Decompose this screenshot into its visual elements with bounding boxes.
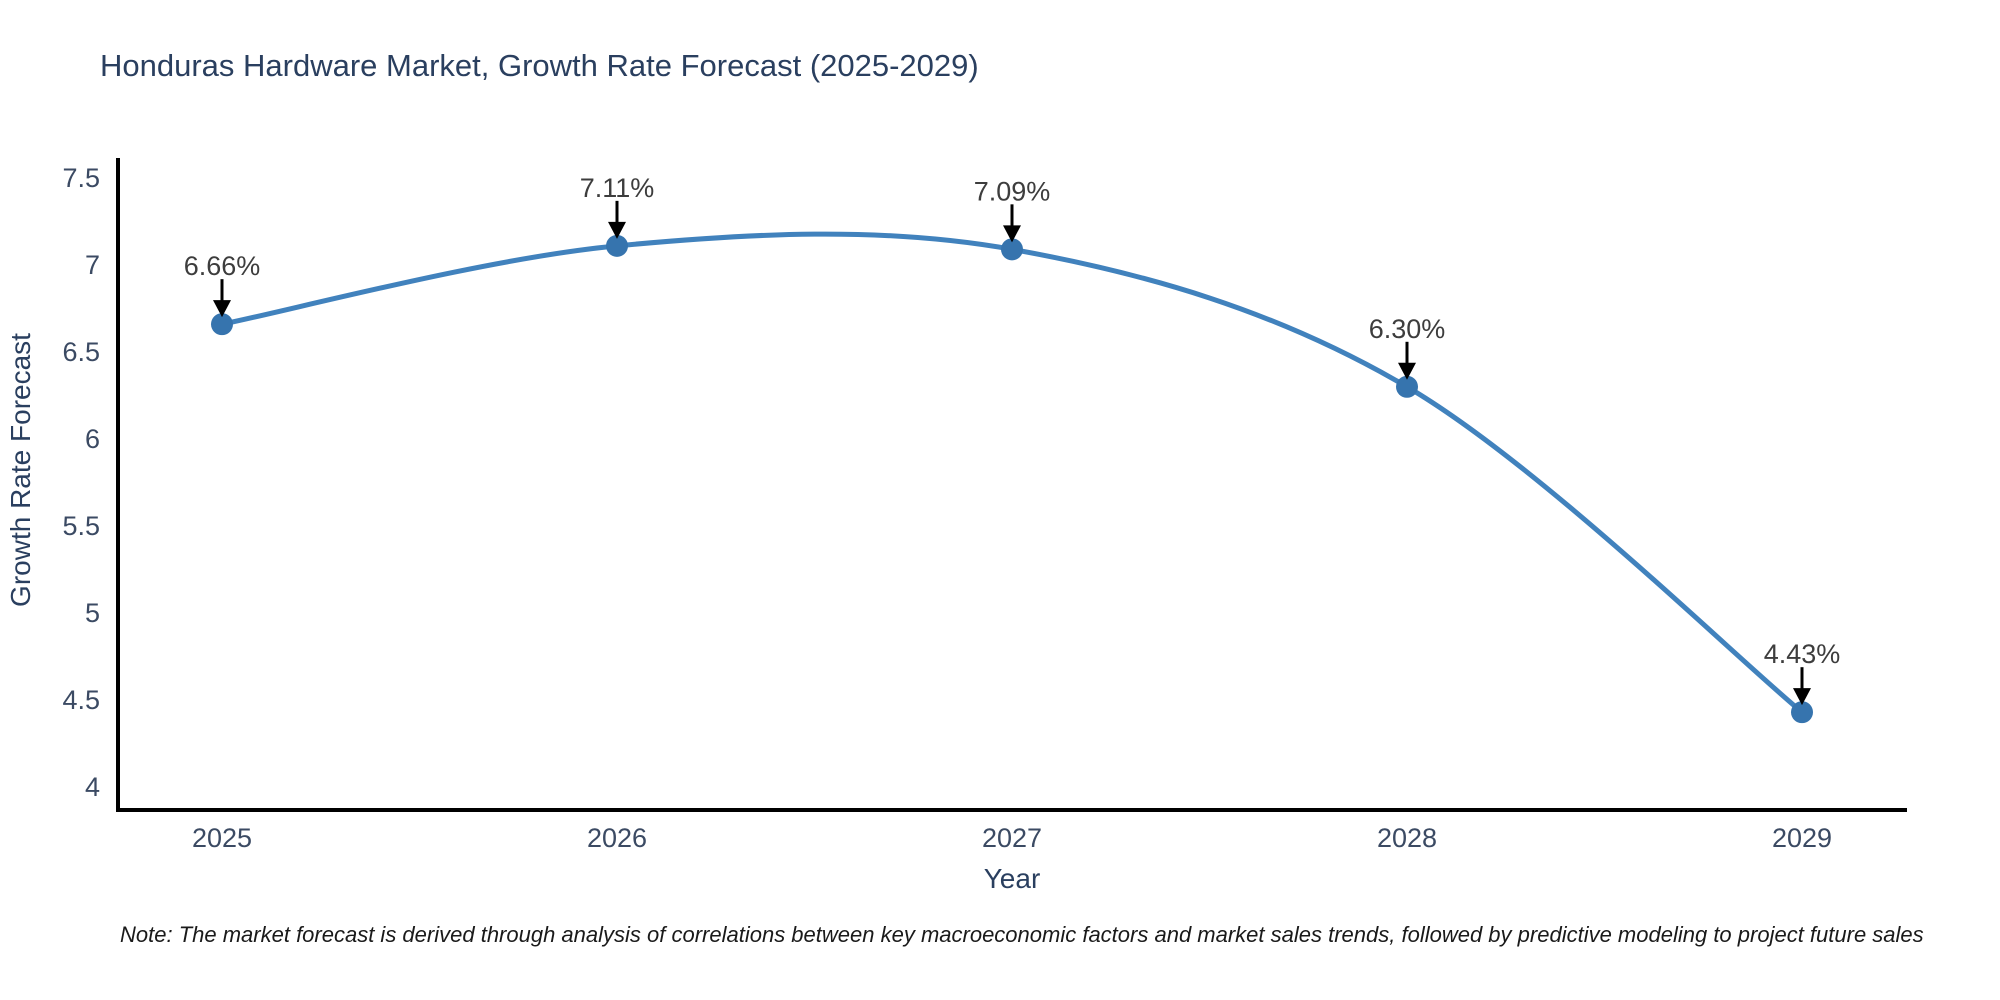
series-line bbox=[219, 231, 1805, 715]
y-tick-label: 7 bbox=[85, 250, 100, 280]
y-axis-title: Growth Rate Forecast bbox=[5, 333, 36, 607]
annotation-arrowhead-icon bbox=[1793, 688, 1811, 706]
annotation-label-2029: 4.43% bbox=[1764, 639, 1841, 669]
y-tick-label: 4 bbox=[85, 772, 100, 802]
y-tick-label: 7.5 bbox=[62, 163, 100, 193]
annotation-arrowhead-icon bbox=[608, 221, 626, 239]
point-annotations: 6.66% 7.11% 7.09% 6.30% 4.43% bbox=[184, 173, 1841, 706]
data-point-2026[interactable] bbox=[606, 234, 628, 257]
annotation-arrowhead-icon bbox=[1398, 362, 1416, 380]
annotation-label-2028: 6.30% bbox=[1369, 314, 1446, 344]
y-tick-label: 6 bbox=[85, 424, 100, 454]
data-point-2025[interactable] bbox=[211, 313, 233, 336]
annotation-arrowhead-icon bbox=[1003, 225, 1021, 243]
annotation-label-2025: 6.66% bbox=[184, 251, 261, 281]
x-axis-tick-labels: 2025 2026 2027 2028 2029 bbox=[192, 823, 1832, 853]
x-tick-label: 2025 bbox=[192, 823, 252, 853]
x-tick-label: 2029 bbox=[1772, 823, 1832, 853]
data-point-2027[interactable] bbox=[1001, 238, 1023, 261]
x-axis-title: Year bbox=[984, 863, 1041, 894]
x-tick-label: 2028 bbox=[1377, 823, 1437, 853]
data-point-2029[interactable] bbox=[1791, 701, 1813, 724]
x-tick-label: 2026 bbox=[587, 823, 647, 853]
annotation-arrowhead-icon bbox=[213, 300, 231, 318]
data-point-2028[interactable] bbox=[1396, 375, 1418, 398]
footnote: Note: The market forecast is derived thr… bbox=[120, 922, 1924, 947]
annotation-label-2027: 7.09% bbox=[974, 176, 1051, 206]
axes bbox=[116, 158, 1907, 812]
y-tick-label: 5.5 bbox=[62, 511, 100, 541]
x-tick-label: 2027 bbox=[982, 823, 1042, 853]
chart-title: Honduras Hardware Market, Growth Rate Fo… bbox=[100, 48, 979, 83]
y-tick-label: 4.5 bbox=[62, 685, 100, 715]
annotation-label-2026: 7.11% bbox=[580, 173, 655, 203]
series-growth-rate bbox=[211, 231, 1813, 724]
y-tick-label: 5 bbox=[85, 598, 100, 628]
y-tick-label: 6.5 bbox=[62, 337, 100, 367]
y-axis-tick-labels: 7.5 7 6.5 6 5.5 5 4.5 4 bbox=[62, 163, 100, 802]
